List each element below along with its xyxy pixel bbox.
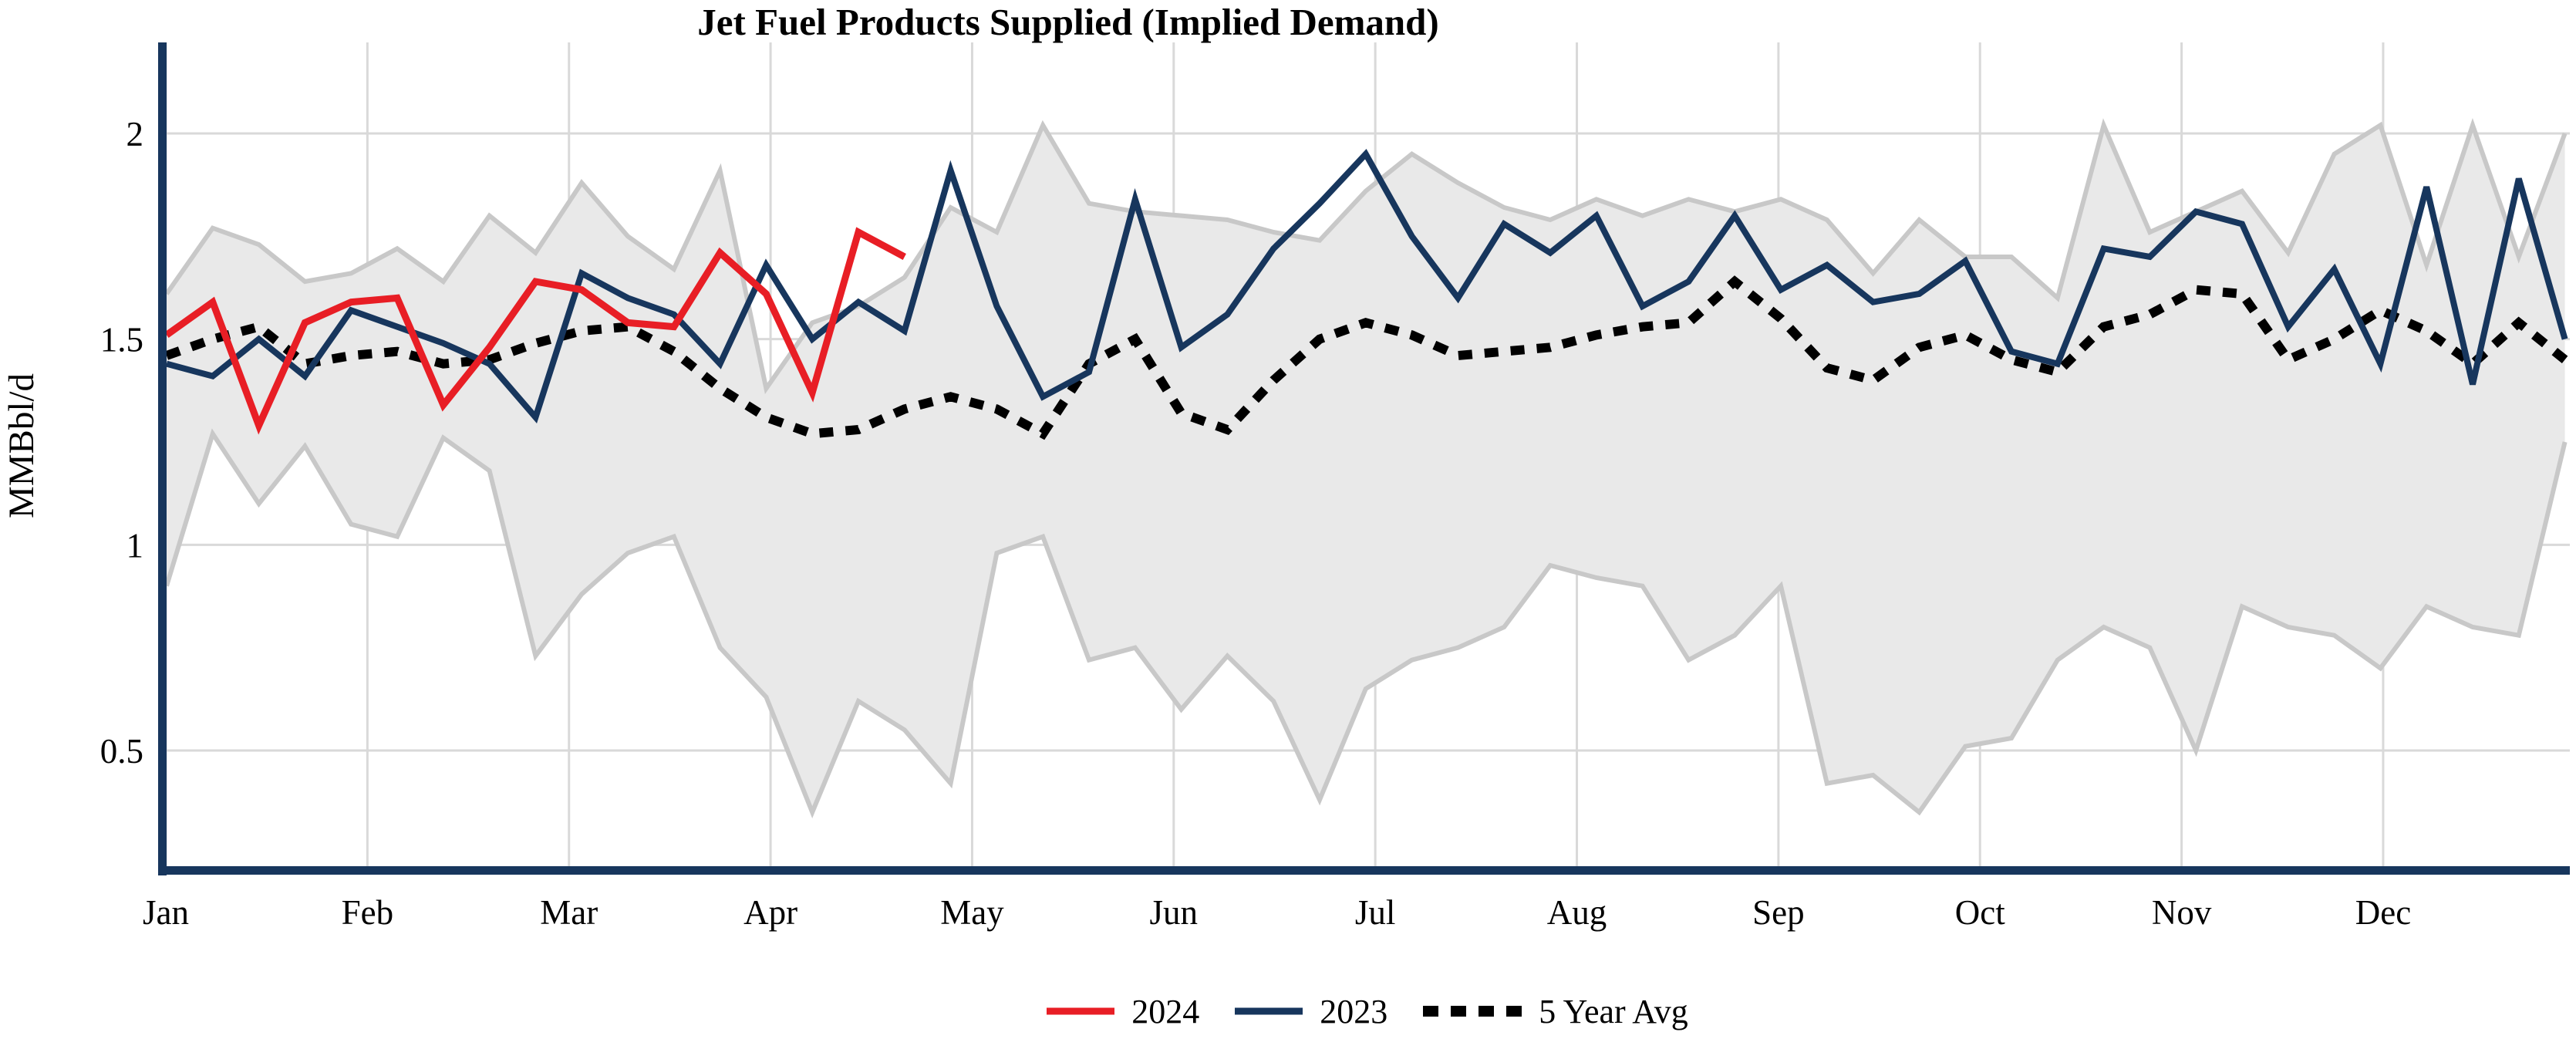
x-tick-label: Jun bbox=[1150, 893, 1199, 932]
y-tick-label: 0.5 bbox=[100, 732, 143, 771]
x-tick-label: Feb bbox=[342, 893, 394, 932]
line-2024 bbox=[164, 227, 906, 435]
chart-title: Jet Fuel Products Supplied (Implied Dema… bbox=[697, 1, 1439, 43]
x-tick-label: Apr bbox=[743, 893, 797, 932]
legend-swatch-2024-line-icon bbox=[1047, 1007, 1115, 1015]
y-tick-label: 2 bbox=[126, 115, 144, 153]
legend-item-2024: 2024 bbox=[1045, 992, 1199, 1031]
x-axis-spine bbox=[158, 866, 2570, 875]
legend-label-5yr-avg: 5 Year Avg bbox=[1539, 992, 1688, 1030]
legend-label-2023: 2023 bbox=[1320, 992, 1388, 1030]
x-tick-label: Aug bbox=[1547, 893, 1607, 932]
legend-swatch-2023-line-icon bbox=[1235, 1007, 1303, 1015]
legend-swatch-5yr-avg-dotted-icon bbox=[1423, 1006, 1522, 1017]
y-tick-label: 1.5 bbox=[100, 321, 143, 359]
x-tick-label: Mar bbox=[540, 893, 598, 932]
y-axis-spine bbox=[158, 42, 167, 875]
band-max-line bbox=[164, 118, 2568, 395]
x-tick-label: May bbox=[940, 893, 1004, 932]
five-year-range-band bbox=[167, 125, 2565, 812]
legend: 2024 2023 5 Year Avg bbox=[164, 978, 2570, 1044]
band-min-line bbox=[164, 428, 2568, 818]
legend-label-2024: 2024 bbox=[1131, 992, 1200, 1030]
x-tick-label: Jul bbox=[1355, 893, 1396, 932]
legend-item-5yr-avg: 5 Year Avg bbox=[1421, 992, 1688, 1031]
x-tick-label: Oct bbox=[1955, 893, 2005, 932]
x-tick-label: Jan bbox=[143, 893, 189, 932]
five-year-avg-line bbox=[164, 275, 2568, 440]
x-tick-label: Dec bbox=[2355, 893, 2411, 932]
line-2023 bbox=[165, 148, 2568, 424]
y-axis-label: MMBbl/d bbox=[2, 373, 42, 519]
y-tick-label: 1 bbox=[126, 526, 144, 565]
x-tick-label: Nov bbox=[2152, 893, 2212, 932]
x-tick-label: Sep bbox=[1752, 893, 1805, 932]
legend-item-2023: 2023 bbox=[1233, 992, 1387, 1031]
